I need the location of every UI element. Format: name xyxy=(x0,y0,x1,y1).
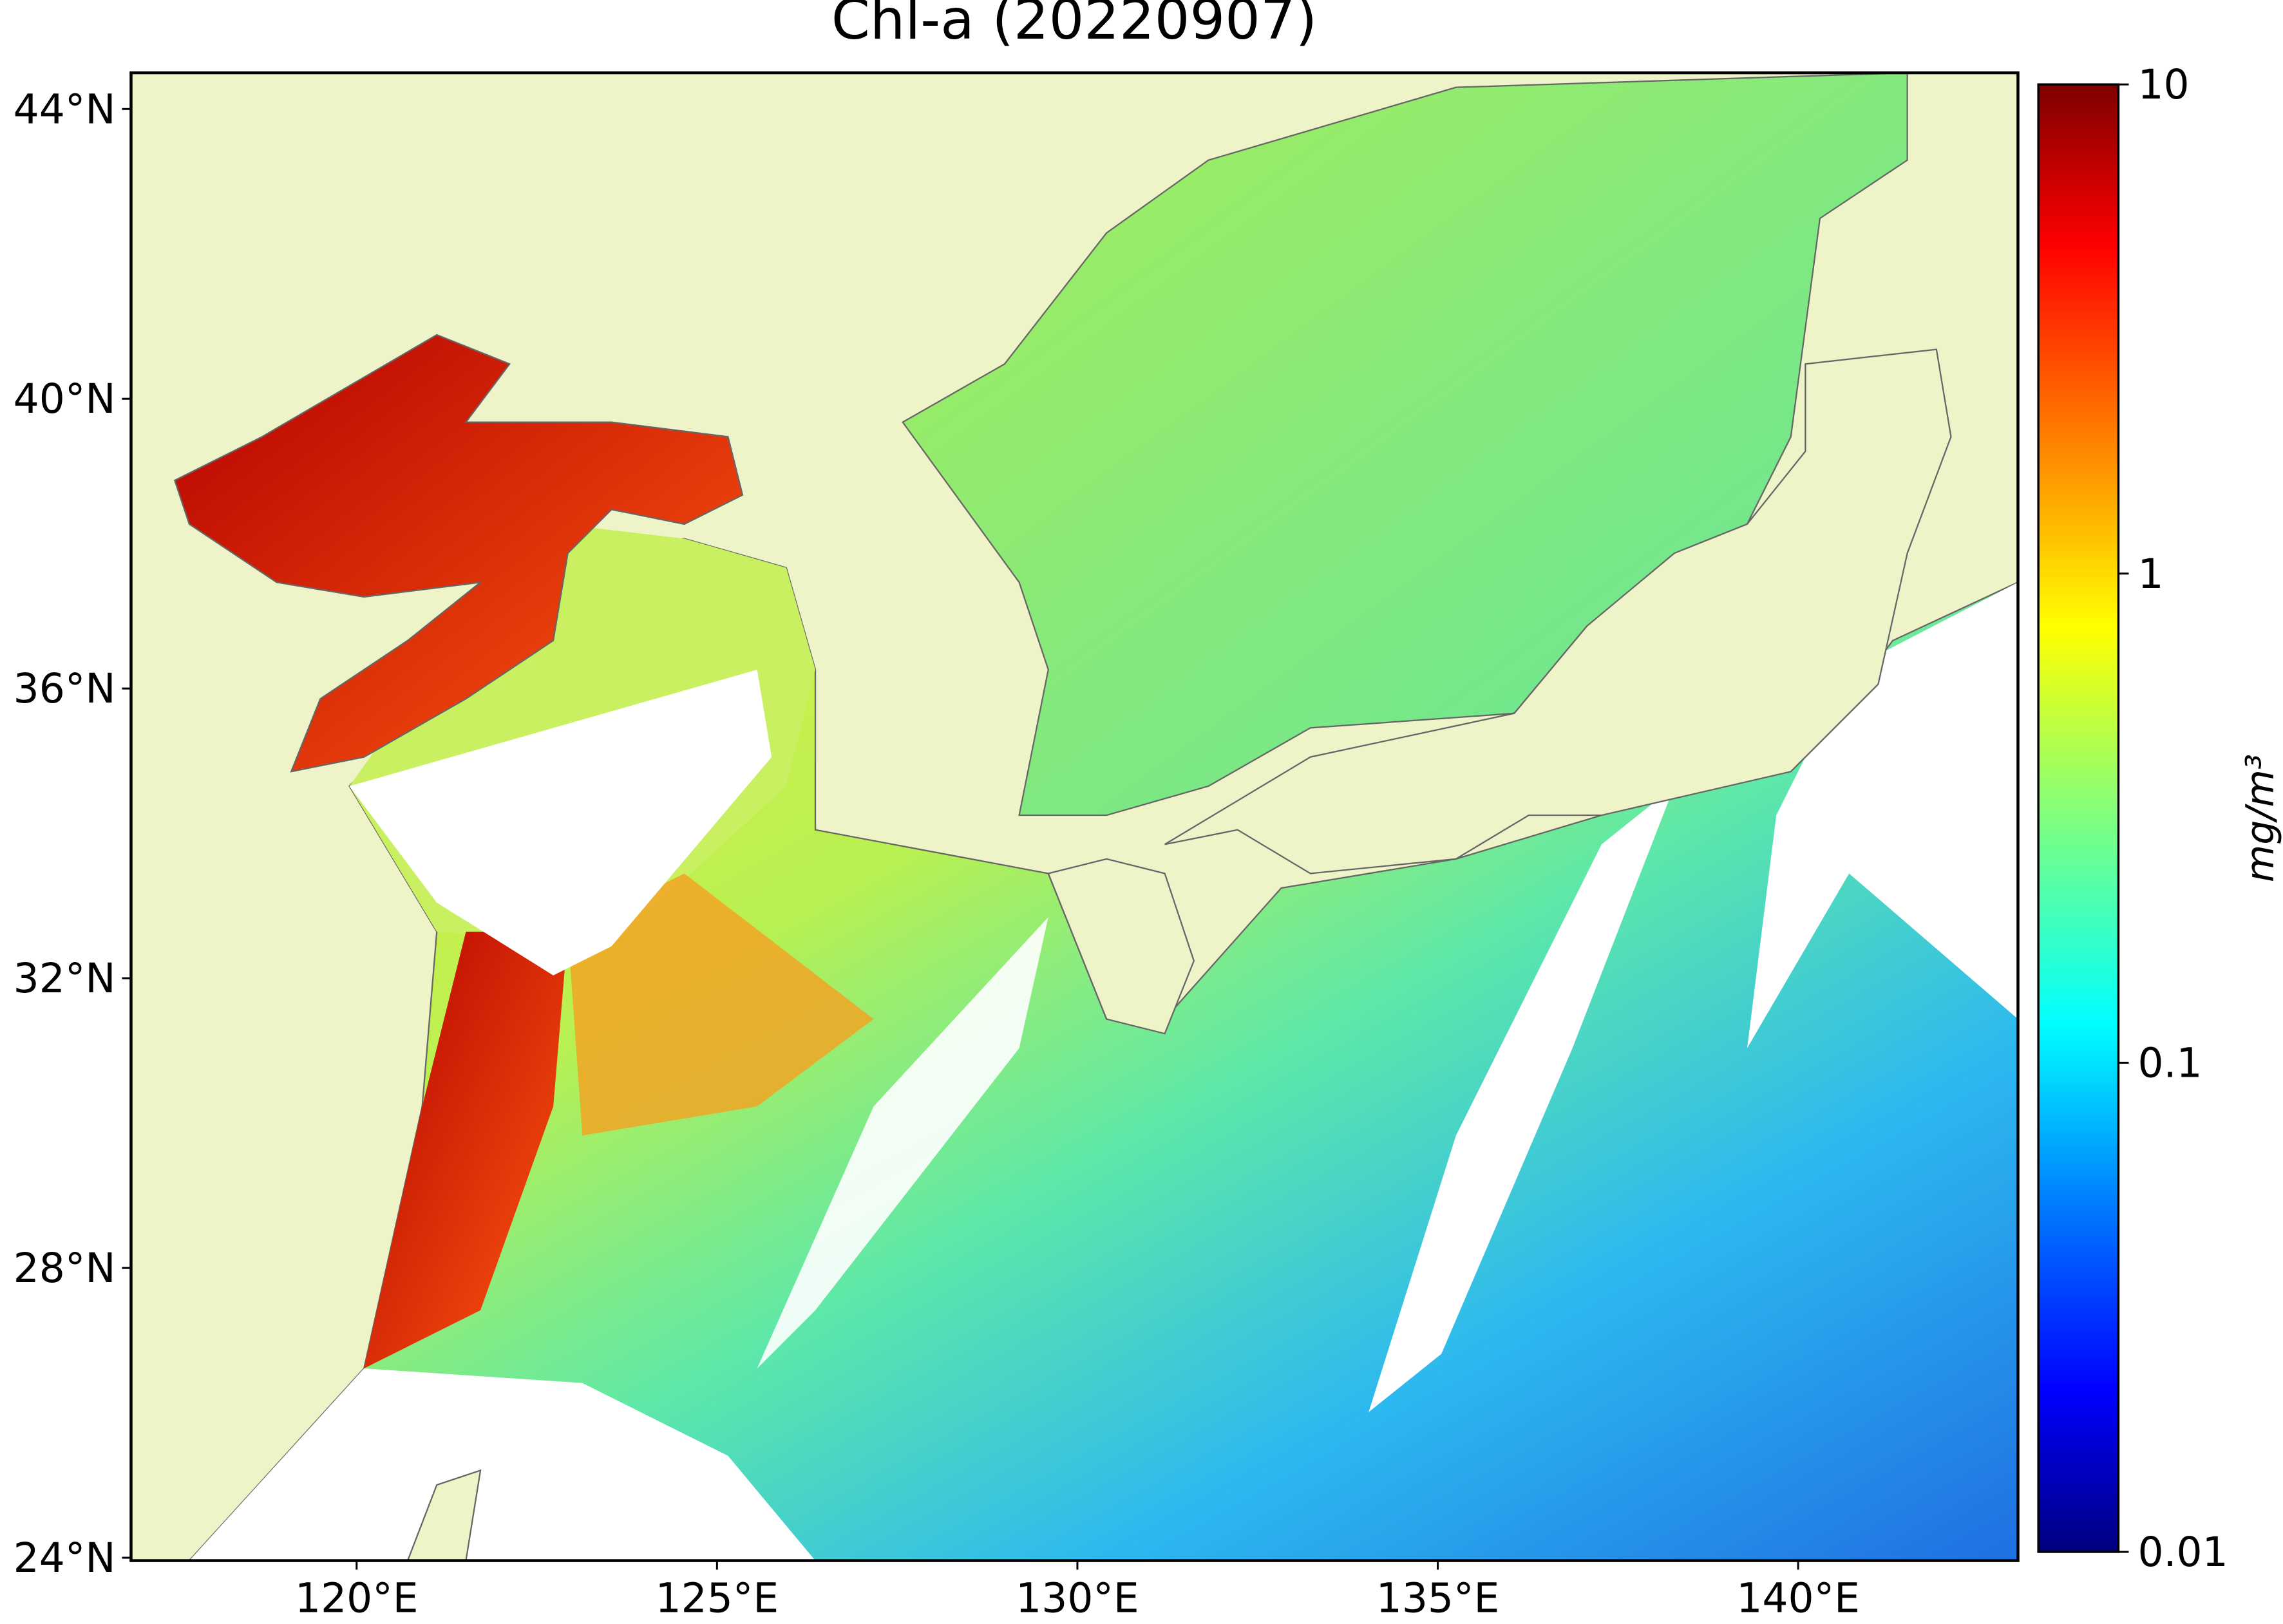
map-image xyxy=(129,71,2120,1562)
x-tick-label: 135°E xyxy=(1376,1575,1500,1622)
colorbar-tick-label: 1 xyxy=(2137,551,2163,598)
colorbar-label: mg/m³ xyxy=(2238,754,2283,882)
x-tick-label: 130°E xyxy=(1016,1575,1139,1622)
x-tick-label: 120°E xyxy=(295,1575,419,1622)
colorbar-tick-label: 0.1 xyxy=(2137,1039,2202,1086)
y-tick-label: 36°N xyxy=(14,665,116,712)
colorbar-tick-label: 0.01 xyxy=(2137,1529,2228,1576)
y-tick-label: 40°N xyxy=(14,375,116,422)
colorbar-tick-label: 10 xyxy=(2137,61,2189,108)
x-tick-label: 125°E xyxy=(656,1575,779,1622)
y-tick-label: 24°N xyxy=(14,1534,116,1582)
y-tick-label: 44°N xyxy=(14,86,116,133)
y-tick-label: 28°N xyxy=(14,1245,116,1292)
x-tick-label: 140°E xyxy=(1736,1575,1860,1622)
chart-title: Chl-a (20220907) xyxy=(831,0,1317,52)
y-tick-label: 32°N xyxy=(14,955,116,1002)
